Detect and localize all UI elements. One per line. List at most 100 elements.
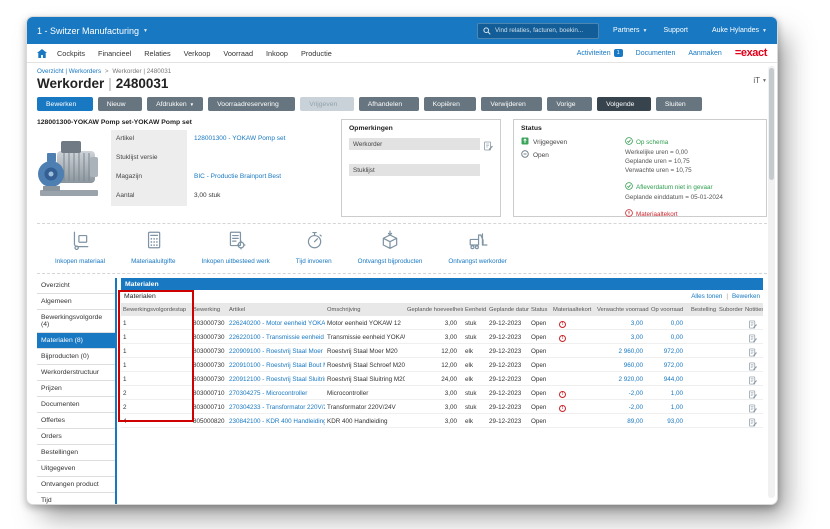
nav-item[interactable]: Verkoop xyxy=(183,48,211,58)
cell-verwachte-voorraad[interactable]: 2 960,00 xyxy=(618,347,643,355)
cell-artikel-link[interactable]: 270304233 - Transformator 220V/24V xyxy=(229,403,325,411)
nav-aanmaken[interactable]: Aanmaken xyxy=(688,49,722,57)
show-all-link[interactable]: Alles tonen xyxy=(691,293,723,300)
artikel-link[interactable]: 128001300 - YOKAW Pomp set xyxy=(194,135,286,142)
nav-item[interactable]: Relaties xyxy=(144,48,171,58)
cell-artikel-link[interactable]: 220910100 - Roestvrij Staal Bout M20 xyxy=(229,361,325,369)
cell-notities[interactable] xyxy=(743,414,763,427)
cell-verwachte-voorraad[interactable]: -2,00 xyxy=(628,389,643,397)
cell-verwachte-voorraad[interactable]: -2,00 xyxy=(628,403,643,411)
cell-op-voorraad[interactable]: 0,00 xyxy=(670,333,683,341)
cell-artikel-link[interactable]: 226240200 - Motor eenheid YOKAW 12 xyxy=(229,319,325,327)
cell-notities[interactable] xyxy=(743,344,763,357)
toolbar-button[interactable]: Voorraadreservering ▼ xyxy=(208,97,296,111)
column-header[interactable]: Omschrijving xyxy=(325,303,405,316)
cell-notities[interactable] xyxy=(743,358,763,371)
nav-item[interactable]: Productie xyxy=(300,48,332,58)
action-inkopen-materiaal[interactable]: Inkopen materiaal xyxy=(55,230,105,265)
column-header[interactable]: Status xyxy=(529,303,551,316)
action-ontvangst-werkorder[interactable]: Ontvangst werkorder xyxy=(448,230,507,265)
action-inkopen-uitbesteed-werk[interactable]: Inkopen uitbesteed werk xyxy=(202,230,270,265)
sidebar-item[interactable]: Bestellingen xyxy=(37,445,115,461)
action-tijd-invoeren[interactable]: Tijd invoeren xyxy=(296,230,332,265)
sidebar-item[interactable]: Bewerkingsvolgorde (4) xyxy=(37,310,115,333)
cell-notities[interactable] xyxy=(743,386,763,399)
column-header[interactable]: Verwachte voorraad xyxy=(595,303,649,316)
sidebar-item[interactable]: Tijd xyxy=(37,493,115,504)
nav-activiteiten[interactable]: Activiteiten 1 xyxy=(577,49,623,57)
toolbar-button[interactable]: Kopiëren ▼ xyxy=(423,97,477,111)
nav-item[interactable]: Inkoop xyxy=(266,48,288,58)
sidebar-item[interactable]: Materialen (8) xyxy=(37,333,115,349)
sidebar-item[interactable]: Documenten xyxy=(37,397,115,413)
cell-op-voorraad[interactable]: 1,00 xyxy=(670,403,683,411)
column-header[interactable]: Artikel xyxy=(227,303,325,316)
toolbar-button[interactable]: Verwijderen ▼ xyxy=(481,97,543,111)
toolbar-button[interactable]: Volgende ▼ xyxy=(597,97,651,111)
nav-documenten[interactable]: Documenten xyxy=(635,49,676,57)
toolbar-button[interactable]: Vorige ▼ xyxy=(547,97,593,111)
sidebar-item[interactable]: Algemeen xyxy=(37,294,115,310)
vertical-scrollbar[interactable] xyxy=(768,66,775,498)
topbar-menu-item[interactable]: Partners ▼ xyxy=(613,27,647,34)
scrollbar-thumb[interactable] xyxy=(769,68,774,180)
column-header[interactable]: Materiaaltekort xyxy=(551,303,595,316)
column-header[interactable]: Bewerkingsvolgordestap xyxy=(121,303,191,316)
cell-artikel-link[interactable]: 226220100 - Transmissie eenheid YOKAW 12 xyxy=(229,333,325,341)
home-icon[interactable] xyxy=(37,48,47,58)
column-header[interactable]: Eenheid xyxy=(463,303,487,316)
cell-artikel-link[interactable]: 220912100 - Roestvrij Staal Sluitring M2… xyxy=(229,375,325,383)
column-header[interactable]: Notities xyxy=(743,303,763,316)
sidebar-item[interactable]: Orders xyxy=(37,429,115,445)
toolbar-button[interactable]: Vrijgeven ▼ xyxy=(300,97,354,111)
cell-op-voorraad[interactable]: 944,00 xyxy=(663,375,683,383)
toolbar-button[interactable]: Bewerken ▼ xyxy=(37,97,93,111)
column-header[interactable]: Geplande hoeveelheid xyxy=(405,303,463,316)
cell-verwachte-voorraad[interactable]: 2 920,00 xyxy=(618,375,643,383)
company-menu[interactable]: 1 - Switzer Manufacturing ▼ xyxy=(37,26,148,36)
cell-artikel-link[interactable]: 270304275 - Microcontroller xyxy=(229,389,308,397)
edit-note-icon[interactable] xyxy=(484,138,493,156)
sidebar-item[interactable]: Uitgegeven xyxy=(37,461,115,477)
cell-notities[interactable] xyxy=(743,372,763,385)
magazijn-link[interactable]: BIC - Productie Brainport Best xyxy=(194,173,282,180)
column-header[interactable]: Op voorraad xyxy=(649,303,689,316)
cell-notities[interactable] xyxy=(743,316,763,329)
sidebar-item[interactable]: Werkorderstructuur xyxy=(37,365,115,381)
toolbar-button[interactable]: Sluiten ▼ xyxy=(655,97,703,111)
cell-op-voorraad[interactable]: 0,00 xyxy=(670,319,683,327)
topbar-menu-item[interactable]: Support ▼ xyxy=(663,27,695,34)
edit-link[interactable]: Bewerken xyxy=(731,293,760,300)
cell-op-voorraad[interactable]: 972,00 xyxy=(663,347,683,355)
cell-verwachte-voorraad[interactable]: 89,00 xyxy=(627,417,643,425)
cell-artikel-link[interactable]: 230842100 - KDR 400 Handleiding xyxy=(229,417,325,425)
customize-menu[interactable]: iT ▼ xyxy=(753,76,767,85)
action-ontvangst-bijproducten[interactable]: Ontvangst bijproducten xyxy=(358,230,422,265)
action-materiaaluitgifte[interactable]: Materiaaluitgifte xyxy=(131,230,176,265)
column-header[interactable]: Bestelling xyxy=(689,303,717,316)
column-header[interactable]: Suborder xyxy=(717,303,743,316)
nav-item[interactable]: Voorraad xyxy=(223,48,254,58)
topbar-menu-item[interactable]: Auke Hylandes ▼ xyxy=(712,27,767,34)
sidebar-item[interactable]: Ontvangen product xyxy=(37,477,115,493)
global-search-input[interactable]: Vind relaties, facturen, boekin... xyxy=(477,22,600,39)
cell-notities[interactable] xyxy=(743,400,763,413)
nav-item[interactable]: Financieel xyxy=(97,48,132,58)
sidebar-item[interactable]: Overzicht xyxy=(37,278,115,294)
sidebar-item[interactable]: Prijzen xyxy=(37,381,115,397)
stuklijst-remark-field[interactable]: Stuklijst xyxy=(349,164,480,176)
cell-verwachte-voorraad[interactable]: 3,00 xyxy=(630,319,643,327)
toolbar-button[interactable]: Nieuw ▼ xyxy=(97,97,143,111)
cell-artikel-link[interactable]: 220909100 - Roestvrij Staal Moer M20 xyxy=(229,347,325,355)
cell-verwachte-voorraad[interactable]: 960,00 xyxy=(623,361,643,369)
cell-verwachte-voorraad[interactable]: 3,00 xyxy=(630,333,643,341)
sidebar-item[interactable]: Offertes xyxy=(37,413,115,429)
toolbar-button[interactable]: Afhandelen ▼ xyxy=(358,97,419,111)
cell-op-voorraad[interactable]: 1,00 xyxy=(670,389,683,397)
werkorder-remark-field[interactable]: Werkorder xyxy=(349,138,480,150)
sidebar-item[interactable]: Bijproducten (0) xyxy=(37,349,115,365)
column-header[interactable]: Geplande datum xyxy=(487,303,529,316)
toolbar-button[interactable]: Afdrukken ▼ xyxy=(147,97,204,111)
cell-op-voorraad[interactable]: 93,00 xyxy=(667,417,683,425)
nav-item[interactable]: Cockpits xyxy=(57,48,85,58)
